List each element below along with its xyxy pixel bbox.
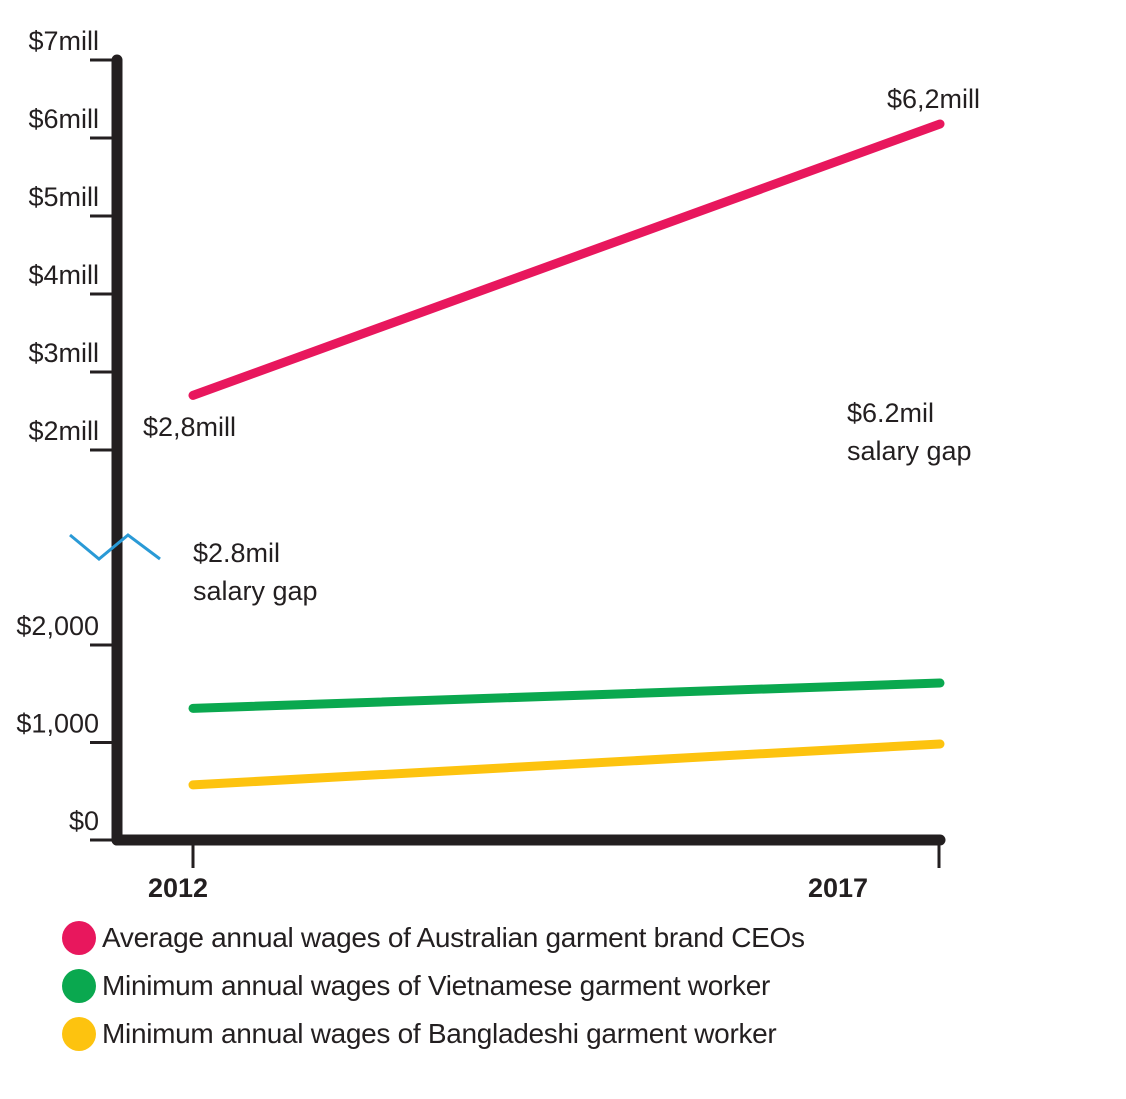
y-ticks: $7mill $6mill $5mill $4mill $3mill $2mill $2,0… [16,26,117,842]
y-tick-label: $6mill [28,104,99,134]
y-tick-label: $3mill [28,338,99,368]
gap-2017-line2: salary gap [847,436,972,466]
legend-item-ceo: Average annual wages of Australian garme… [62,914,805,962]
x-tick-label: 2012 [148,873,208,903]
y-tick-label: $0 [69,806,99,836]
series-line-0 [188,119,945,400]
y-tick-label: $5mill [28,182,99,212]
y-tick-label: $1,000 [16,709,99,739]
y-tick-label: $4mill [28,260,99,290]
start-label: $2,8mill [143,412,236,442]
y-tick-label: $2mill [28,416,99,446]
x-tick-label: 2017 [808,873,868,903]
legend-item-vietnam: Minimum annual wages of Vietnamese garme… [62,962,805,1010]
series-line-1 [188,678,945,713]
series-line-2 [188,739,945,790]
axis-break-icon [69,533,161,561]
gap-2012-line2: salary gap [193,576,318,606]
gap-2012-line1: $2.8mil [193,538,280,568]
legend-dot-icon [62,969,96,1003]
y-tick-label: $2,000 [16,611,99,641]
legend-label: Minimum annual wages of Vietnamese garme… [102,970,770,1001]
legend-dot-icon [62,1017,96,1051]
y-tick-label: $7mill [28,26,99,56]
legend-dot-icon [62,921,96,955]
legend-label: Average annual wages of Australian garme… [102,922,805,953]
legend-item-bangladesh: Minimum annual wages of Bangladeshi garm… [62,1010,805,1058]
legend: Average annual wages of Australian garme… [62,914,805,1058]
end-label: $6,2mill [887,84,980,114]
legend-label: Minimum annual wages of Bangladeshi garm… [102,1018,777,1049]
gap-2017-line1: $6.2mil [847,398,934,428]
series-lines [188,119,945,790]
